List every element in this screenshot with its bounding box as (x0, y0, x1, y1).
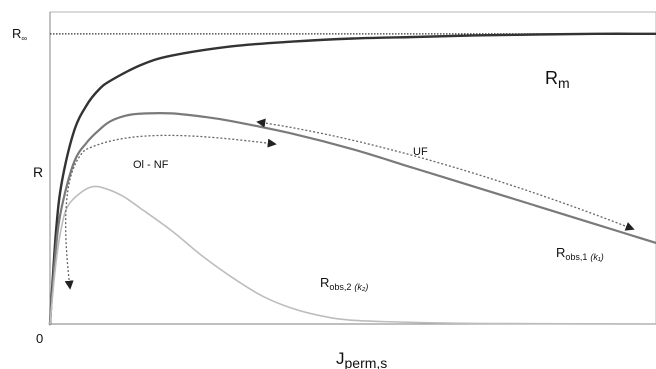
series-label-robs2-sub: obs,2 (329, 282, 351, 292)
series-line-robs1 (48, 112, 656, 326)
series-label-robs2-note: (k₂) (354, 282, 368, 292)
series-label-robs2-main: R (320, 275, 329, 290)
series-label-robs2: Robs,2 (k₂) (320, 275, 368, 292)
x-axis-label-sub: perm,s (345, 355, 388, 369)
series-label-robs1-note: (k₁) (590, 252, 603, 262)
ol-nf-range-arrow (64, 134, 277, 290)
series-label-robs1-sub: obs,1 (565, 252, 587, 262)
y-tick-label-inf: R∞ (12, 26, 27, 43)
y-axis-label: R (33, 164, 43, 180)
annotation-uf: UF (413, 146, 428, 158)
uf-range-arrow (256, 118, 635, 231)
series-label-rm: Rm (545, 68, 570, 91)
series-label-rm-main: R (545, 68, 558, 88)
x-axis-label-main: J (336, 349, 345, 368)
y-tick-inf-main: R (12, 26, 21, 41)
annotation-ol-nf: Ol - NF (133, 159, 169, 171)
series-label-rm-sub: m (558, 75, 570, 91)
x-axis-label: Jperm,s (336, 349, 387, 369)
series-label-robs1: Robs,1 (k₁) (556, 245, 604, 262)
series-label-robs1-main: R (556, 245, 565, 260)
y-tick-inf-sub: ∞ (21, 34, 27, 43)
y-tick-label-zero: 0 (36, 331, 43, 346)
